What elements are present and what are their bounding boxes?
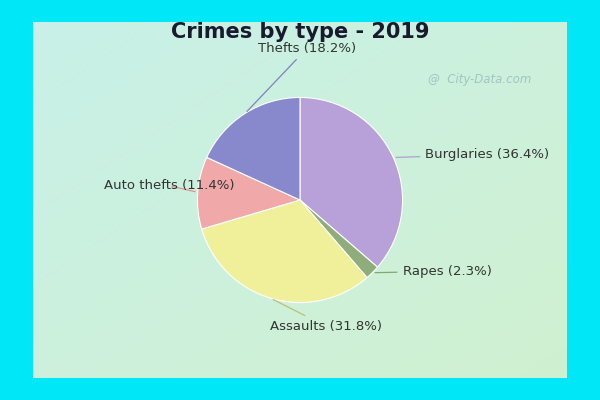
Wedge shape [300,200,377,278]
Text: Rapes (2.3%): Rapes (2.3%) [375,265,491,278]
Wedge shape [300,98,403,267]
Wedge shape [202,200,367,302]
Text: Thefts (18.2%): Thefts (18.2%) [247,42,356,112]
Text: Assaults (31.8%): Assaults (31.8%) [269,300,382,333]
Text: Crimes by type - 2019: Crimes by type - 2019 [171,22,429,42]
Text: Auto thefts (11.4%): Auto thefts (11.4%) [104,179,235,192]
Wedge shape [207,98,300,200]
Text: Burglaries (36.4%): Burglaries (36.4%) [396,148,550,161]
Wedge shape [197,158,300,229]
Text: @  City-Data.com: @ City-Data.com [428,74,532,86]
